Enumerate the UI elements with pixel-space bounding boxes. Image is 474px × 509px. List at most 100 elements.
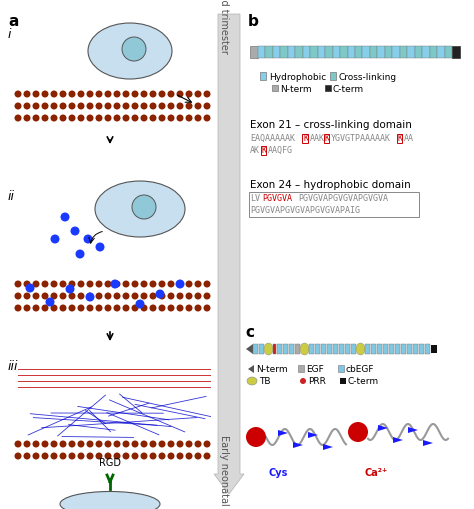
Text: cbEGF: cbEGF [346,365,374,374]
Circle shape [158,91,165,98]
Circle shape [149,453,156,460]
Circle shape [51,281,57,288]
Circle shape [83,235,92,244]
Bar [415,47,422,59]
Circle shape [194,441,201,447]
Circle shape [69,305,75,312]
Circle shape [149,441,156,447]
Bar [429,47,437,59]
Circle shape [95,103,102,110]
Circle shape [24,305,30,312]
Circle shape [113,293,120,300]
Bar [365,344,370,354]
Circle shape [33,441,39,447]
Bar [321,344,326,354]
Circle shape [131,91,138,98]
Circle shape [140,91,147,98]
Bar [377,344,382,354]
Circle shape [158,281,165,288]
Circle shape [122,293,129,300]
Text: 2nd trimester: 2nd trimester [219,0,229,53]
Circle shape [51,441,57,447]
Circle shape [42,305,48,312]
Circle shape [149,103,156,110]
Text: YGVGTPAAAAAK: YGVGTPAAAAAK [331,134,391,143]
Circle shape [69,103,75,110]
Bar [397,134,402,143]
Circle shape [194,281,201,288]
Bar [330,73,336,81]
Polygon shape [278,430,288,436]
Text: Exon 24 – hydrophobic domain: Exon 24 – hydrophobic domain [250,180,411,190]
Circle shape [78,441,84,447]
Circle shape [60,281,66,288]
Circle shape [78,91,84,98]
Circle shape [131,293,138,300]
Text: K: K [262,146,267,155]
Text: TB: TB [259,377,271,386]
Circle shape [113,441,120,447]
Circle shape [75,250,84,259]
Circle shape [42,453,48,460]
Bar [249,192,419,217]
Text: c: c [245,324,254,340]
Text: K: K [398,134,403,143]
Circle shape [95,441,102,447]
Circle shape [95,115,102,122]
Circle shape [86,115,93,122]
Circle shape [113,453,120,460]
Circle shape [176,293,183,300]
Bar [340,47,347,59]
Circle shape [85,293,94,302]
Ellipse shape [88,24,172,80]
Circle shape [167,103,174,110]
Circle shape [185,441,192,447]
Circle shape [194,91,201,98]
Circle shape [78,305,84,312]
Ellipse shape [95,182,185,238]
Circle shape [176,91,183,98]
Circle shape [42,441,48,447]
Circle shape [113,103,120,110]
Circle shape [15,281,21,288]
Bar [295,47,303,59]
Circle shape [86,91,93,98]
Circle shape [86,441,93,447]
Circle shape [158,453,165,460]
Circle shape [110,280,119,289]
Polygon shape [378,425,388,431]
Text: RGD: RGD [99,457,121,467]
Bar [289,344,294,354]
Bar [265,47,273,59]
Bar [392,47,400,59]
Circle shape [176,453,183,460]
Circle shape [15,441,21,447]
Circle shape [51,103,57,110]
Circle shape [71,227,80,236]
Circle shape [86,281,93,288]
Circle shape [15,103,21,110]
Circle shape [33,91,39,98]
Circle shape [86,453,93,460]
Circle shape [78,453,84,460]
Circle shape [122,281,129,288]
Bar [325,47,333,59]
Circle shape [176,115,183,122]
Bar [327,344,332,354]
Circle shape [51,115,57,122]
Circle shape [15,453,21,460]
Circle shape [78,281,84,288]
Circle shape [42,115,48,122]
Circle shape [95,453,102,460]
Text: K: K [303,134,309,143]
Circle shape [95,91,102,98]
Circle shape [104,305,111,312]
Circle shape [185,453,192,460]
Bar [273,344,276,354]
Text: a: a [8,14,18,29]
Circle shape [185,115,192,122]
Circle shape [122,441,129,447]
Circle shape [69,115,75,122]
Text: Cross-linking: Cross-linking [339,72,397,81]
Circle shape [203,115,210,122]
